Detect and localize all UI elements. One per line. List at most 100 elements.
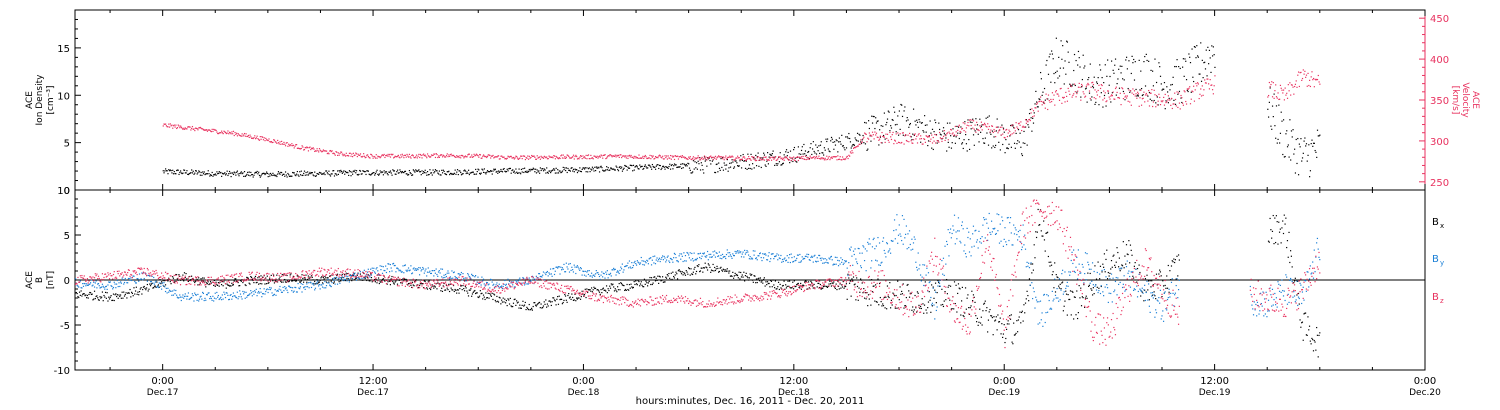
data-point-bottom-0	[287, 280, 289, 282]
data-point-bottom-0	[837, 285, 840, 287]
data-point-bottom-1	[193, 300, 195, 302]
data-point-bottom-0	[988, 311, 990, 313]
data-point-top-1	[856, 145, 859, 147]
data-point-top-1	[857, 145, 859, 147]
data-point-top-0	[222, 173, 224, 175]
data-point-top-0	[1035, 90, 1037, 93]
data-point-top-1	[566, 154, 568, 156]
data-point-top-1	[908, 141, 910, 143]
data-point-top-1	[995, 126, 998, 128]
data-point-bottom-0	[657, 275, 659, 277]
data-point-top-0	[898, 110, 900, 112]
data-point-top-0	[838, 141, 840, 143]
data-point-top-1	[1039, 100, 1041, 102]
data-point-bottom-1	[314, 289, 316, 291]
data-point-top-1	[215, 129, 217, 132]
data-point-top-1	[897, 132, 899, 134]
data-point-top-0	[603, 170, 605, 172]
data-point-top-0	[1116, 83, 1118, 85]
data-point-top-0	[649, 165, 651, 167]
data-point-top-0	[680, 163, 682, 165]
data-point-top-1	[434, 156, 437, 159]
data-point-bottom-1	[246, 296, 248, 298]
data-point-bottom-0	[889, 282, 891, 284]
data-point-bottom-0	[919, 305, 922, 307]
data-point-bottom-0	[585, 296, 587, 299]
data-point-top-0	[324, 173, 326, 176]
data-point-top-1	[307, 150, 310, 152]
data-point-top-1	[900, 142, 902, 144]
data-point-top-0	[363, 171, 366, 173]
data-point-top-1	[920, 135, 922, 137]
data-point-top-1	[325, 150, 328, 152]
data-point-top-0	[334, 173, 336, 175]
data-point-top-0	[901, 115, 904, 118]
data-point-top-0	[720, 157, 722, 160]
data-point-top-0	[319, 172, 321, 174]
data-point-top-0	[225, 173, 227, 175]
data-point-top-0	[468, 173, 470, 176]
data-point-top-0	[1006, 147, 1009, 149]
data-point-bottom-0	[311, 276, 313, 278]
data-point-top-1	[937, 140, 939, 142]
data-point-bottom-0	[354, 278, 356, 281]
data-point-top-1	[1061, 102, 1063, 104]
data-point-top-0	[1316, 156, 1318, 158]
data-point-bottom-1	[553, 273, 556, 276]
data-point-bottom-0	[1132, 275, 1134, 277]
data-point-bottom-0	[962, 314, 964, 317]
data-point-bottom-1	[439, 272, 441, 274]
data-point-top-0	[574, 168, 576, 170]
data-point-bottom-0	[141, 293, 143, 295]
data-point-bottom-0	[85, 294, 87, 296]
data-point-bottom-0	[834, 287, 836, 290]
data-point-top-0	[471, 171, 474, 173]
data-point-top-1	[268, 138, 270, 140]
data-point-top-1	[822, 157, 824, 159]
data-point-bottom-0	[817, 282, 819, 285]
data-point-bottom-1	[227, 294, 229, 296]
data-point-top-1	[1047, 94, 1050, 96]
data-point-bottom-0	[557, 295, 559, 298]
data-point-bottom-0	[362, 272, 365, 274]
data-point-bottom-1	[557, 266, 560, 268]
data-point-bottom-1	[226, 292, 228, 294]
data-point-bottom-0	[546, 306, 548, 308]
data-point-top-1	[915, 138, 917, 140]
data-point-top-1	[452, 154, 454, 157]
data-point-top-1	[218, 132, 220, 134]
data-point-bottom-0	[1028, 278, 1031, 280]
data-point-top-1	[842, 158, 844, 160]
data-point-top-0	[193, 173, 195, 175]
data-point-bottom-0	[614, 288, 616, 290]
data-point-bottom-0	[938, 285, 941, 287]
data-point-bottom-1	[523, 277, 525, 280]
data-point-top-0	[358, 173, 360, 176]
data-point-top-1	[510, 155, 512, 157]
data-point-bottom-1	[305, 286, 307, 288]
data-point-top-1	[783, 159, 785, 161]
data-point-top-1	[1301, 79, 1303, 81]
data-point-bottom-1	[104, 286, 107, 288]
data-point-top-0	[312, 174, 314, 176]
data-point-bottom-0	[392, 282, 395, 284]
data-point-top-1	[1309, 79, 1311, 81]
data-point-top-1	[1034, 107, 1036, 109]
data-point-top-1	[692, 157, 694, 159]
data-point-top-0	[622, 168, 624, 171]
data-point-bottom-0	[422, 283, 424, 285]
data-point-top-1	[397, 154, 399, 157]
data-point-top-1	[981, 129, 983, 131]
data-point-top-0	[893, 106, 895, 108]
data-point-bottom-0	[830, 285, 833, 287]
data-point-bottom-0	[338, 281, 340, 283]
data-point-top-1	[381, 154, 383, 156]
data-point-bottom-1	[501, 287, 504, 290]
data-point-bottom-0	[150, 283, 152, 285]
data-point-bottom-0	[699, 270, 701, 273]
data-point-bottom-1	[243, 291, 246, 293]
data-point-top-1	[781, 158, 784, 161]
data-point-top-0	[1089, 63, 1091, 65]
data-point-bottom-1	[527, 283, 529, 285]
data-point-top-1	[929, 140, 931, 143]
